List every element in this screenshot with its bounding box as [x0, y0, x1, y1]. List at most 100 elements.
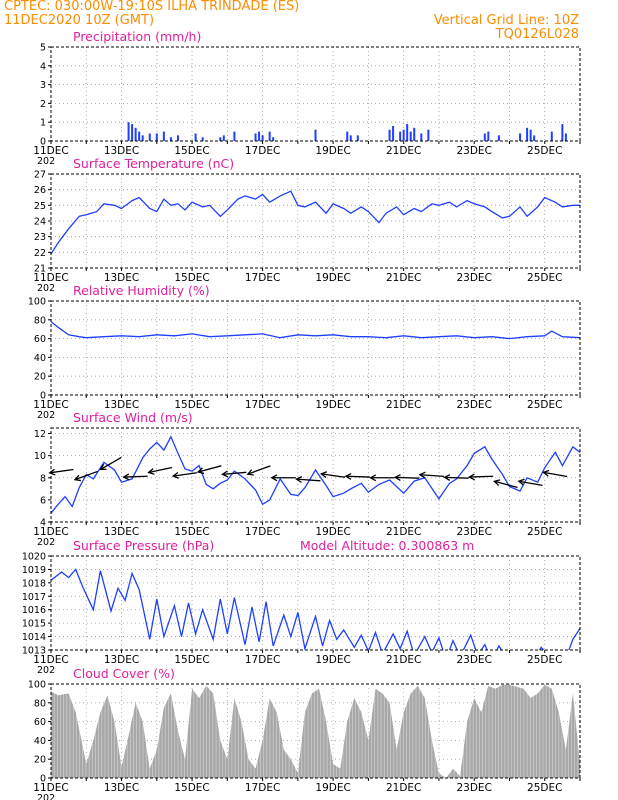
temp-xtick-label: 23DEC: [456, 272, 491, 284]
wind-arrow-shaft: [345, 475, 370, 478]
precip-xtick-label: 15DEC: [174, 145, 209, 157]
wind-arrow-head: [418, 471, 426, 479]
cloud-xtick-label: 17DEC: [245, 782, 280, 794]
cloud-frame: [50, 683, 581, 779]
precip-bar: [314, 129, 317, 141]
precip-bar: [194, 133, 197, 141]
wind-arrow-head: [270, 474, 278, 482]
pres-xtick-label: 17DEC: [245, 654, 280, 666]
wind-arrow-shaft: [419, 474, 444, 478]
rh-xtick-label: 19DEC: [315, 399, 350, 411]
wind-xtick-label: 23DEC: [456, 526, 491, 538]
precip-bar: [402, 129, 405, 141]
rh-xtick-label: 13DEC: [104, 399, 139, 411]
rh-frame: [50, 300, 581, 396]
precip-xtick-label: 23DEC: [456, 145, 491, 157]
temp-ytick-label: 27: [34, 170, 46, 181]
wind-ytick-label: 6: [40, 495, 46, 506]
cloud-xtick-label: 25DEC: [527, 782, 562, 794]
cloud-ytick-label: 100: [28, 680, 46, 691]
wind-arrow-head: [99, 463, 107, 471]
temp-ytick-label: 23: [34, 232, 46, 243]
wind-xtick-label: 11DEC: [33, 526, 68, 538]
precip-bar: [272, 137, 275, 141]
temp-xtick-label: 25DEC: [527, 272, 562, 284]
precip-xtick-label: 11DEC: [33, 145, 68, 157]
wind-title: Surface Wind (m/s): [73, 410, 193, 425]
precip-bar: [497, 135, 500, 141]
pres-ytick-label: 1019: [22, 565, 46, 576]
precip-bar: [148, 133, 151, 141]
precip-year-stub: 202: [37, 156, 55, 167]
precip-panel: [48, 46, 581, 144]
temp-xtick-label: 11DEC: [33, 272, 68, 284]
pres-xtick-label: 11DEC: [33, 654, 68, 666]
precip-bar: [427, 129, 430, 141]
temp-ytick-label: 25: [34, 201, 46, 212]
wind-arrow-head: [493, 479, 501, 486]
wind-arrow-shaft: [395, 476, 420, 479]
rh-year-stub: 202: [37, 410, 55, 421]
wind-ytick-label: 4: [40, 518, 46, 529]
wind-arrow-shaft: [444, 476, 469, 479]
pres-xtick-label: 15DEC: [174, 654, 209, 666]
wind-xtick-label: 19DEC: [315, 526, 350, 538]
precip-bar: [420, 133, 423, 141]
cloud-xtick-label: 23DEC: [456, 782, 491, 794]
rh-line: [51, 321, 580, 340]
wind-arrow-shaft: [247, 465, 271, 475]
wind-ytick-label: 12: [34, 429, 46, 440]
pres-ytick-label: 1018: [22, 578, 46, 589]
header-station: CPTEC: 030:00W-19:10S ILHA TRINDADE (ES): [4, 0, 300, 14]
wind-arrow-head: [542, 469, 550, 477]
cloud-ytick-label: 40: [34, 736, 46, 747]
pres-line: [51, 568, 580, 650]
wind-arrow-head: [295, 476, 303, 483]
precip-bar: [162, 131, 165, 141]
cloud-ytick-label: 0: [40, 774, 46, 785]
rh-ytick-label: 0: [40, 391, 46, 402]
cloud-xtick-label: 11DEC: [33, 782, 68, 794]
wind-arrow-head: [48, 468, 56, 476]
precip-bar: [356, 135, 359, 141]
precip-xtick-label: 25DEC: [527, 145, 562, 157]
rh-ytick-label: 60: [34, 334, 46, 345]
wind-arrow-shaft: [173, 472, 197, 477]
precip-frame: [50, 46, 581, 142]
pres-xtick-label: 13DEC: [104, 654, 139, 666]
wind-line: [51, 435, 580, 514]
header-date: 11DEC2020 10Z (GMT): [4, 13, 155, 28]
rh-ytick-label: 20: [34, 372, 46, 383]
rh-xtick-label: 25DEC: [527, 399, 562, 411]
wind-arrow-shaft: [296, 478, 321, 482]
rh-xtick-label: 17DEC: [245, 399, 280, 411]
precip-bar: [483, 133, 486, 141]
wind-arrow-shaft: [518, 480, 543, 487]
wind-arrow-head: [147, 468, 155, 475]
wind-arrow-shaft: [222, 471, 247, 476]
temp-ytick-label: 26: [34, 185, 46, 196]
precip-bar: [155, 133, 158, 141]
wind-arrow-shaft: [494, 480, 518, 489]
precip-bar: [131, 124, 134, 141]
wind-arrow-shaft: [74, 470, 98, 481]
precip-bar: [219, 137, 222, 141]
precip-bar: [261, 135, 264, 141]
wind-arrow-shaft: [321, 473, 346, 478]
precip-bar: [141, 135, 144, 141]
wind-arrow-head: [73, 474, 82, 482]
cloud-xtick-label: 21DEC: [386, 782, 421, 794]
temp-panel: [48, 173, 581, 271]
cloud-area: [51, 684, 580, 778]
wind-xtick-label: 15DEC: [174, 526, 209, 538]
wind-arrow-head: [122, 473, 130, 481]
precip-bar: [399, 131, 402, 141]
precip-bar: [233, 131, 236, 141]
wind-arrow-head: [221, 470, 229, 478]
pres-annotation: Model Altitude: 0.300863 m: [300, 538, 474, 553]
precip-bar: [201, 137, 204, 141]
precip-bar: [409, 131, 412, 141]
cloud-panel: [48, 683, 581, 781]
wind-arrow-head: [246, 469, 254, 476]
precip-bar: [413, 127, 416, 141]
